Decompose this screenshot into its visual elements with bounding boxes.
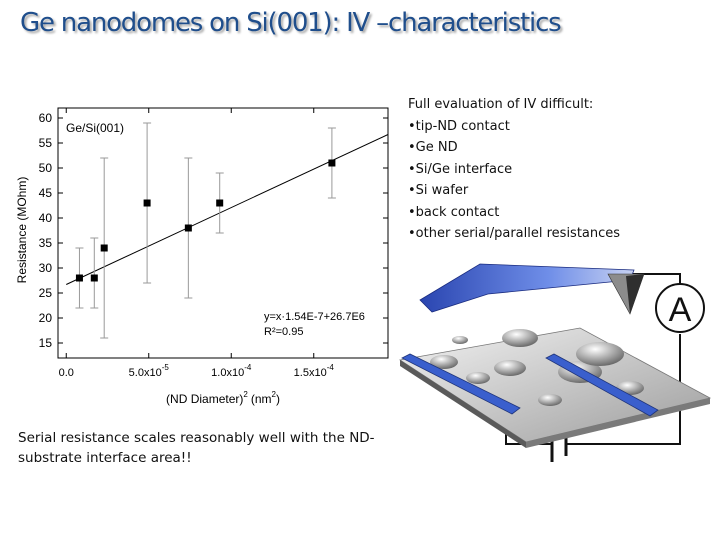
x-axis-label-exp: 2 (243, 390, 248, 399)
y-tick-label: 30 (39, 261, 53, 275)
y-tick-label: 25 (39, 286, 53, 300)
notes-item: •tip-ND contact (408, 118, 510, 134)
y-tick-label: 20 (39, 311, 53, 325)
caption: Serial resistance scales reasonably well… (18, 430, 375, 466)
x-axis-label-close: ) (276, 392, 280, 406)
notes-heading: Full evaluation of IV difficult: (408, 97, 594, 112)
notes-item: •back contact (408, 204, 500, 220)
y-tick-label: 55 (39, 136, 53, 150)
notes-item: •Si/Ge interface (408, 161, 513, 177)
fit-r2: R²=0.95 (264, 326, 303, 338)
afm-tip-icon (419, 263, 645, 315)
right-contact-bar (545, 353, 659, 417)
x-axis-label-unit: (nm (251, 392, 272, 406)
x-tick-label: 1.5x10-4 (294, 363, 335, 379)
x-axis-label-unit-exp: 2 (272, 390, 277, 399)
x-tick-label: 1.0x10-4 (211, 363, 252, 379)
data-point (216, 199, 224, 207)
data-markers (75, 159, 336, 282)
ammeter-icon: A (655, 283, 705, 333)
sample-label: Ge/Si(001) (66, 121, 124, 135)
x-axis-label: (ND Diameter)2 (nm2) (166, 390, 280, 406)
notes-list: Full evaluation of IV difficult: •tip-ND… (408, 94, 620, 245)
notes-item: •Si wafer (408, 183, 469, 198)
x-tick-label: 0.0 (59, 367, 74, 379)
measurement-setup-illustration: A (398, 263, 712, 462)
data-point (100, 244, 108, 252)
data-point (90, 274, 98, 282)
data-point (143, 199, 151, 207)
y-tick-label: 15 (39, 336, 53, 350)
ammeter-label: A (669, 291, 692, 329)
y-axis-label: Resistance (MOhm) (15, 177, 29, 284)
y-tick-label: 40 (39, 211, 53, 225)
left-contact-bar (401, 353, 521, 415)
x-ticks: 0.0 5.0x10-5 1.0x10-4 1.5x10-4 (59, 108, 335, 379)
plot-frame (57, 107, 389, 359)
slide-title: Ge nanodomes on Si(001): IV –characteris… (20, 8, 562, 38)
x-tick-label: 5.0x10-5 (129, 363, 170, 379)
fit-line (66, 134, 389, 285)
y-ticks: 15 20 25 30 35 40 45 50 55 60 (39, 111, 388, 350)
y-tick-label: 50 (39, 161, 53, 175)
x-axis-label-main: (ND Diameter) (166, 392, 243, 406)
data-point (328, 159, 336, 167)
error-bars (75, 122, 336, 339)
data-point (184, 224, 192, 232)
notes-item: •other serial/parallel resistances (408, 226, 621, 241)
fit-equation: y=x·1.54E-7+26.7E6 (264, 311, 365, 323)
y-tick-label: 35 (39, 236, 53, 250)
y-tick-label: 45 (39, 186, 53, 200)
data-point (75, 274, 83, 282)
y-tick-label: 60 (39, 111, 53, 125)
notes-item: •Ge ND (408, 140, 458, 155)
resistance-chart: 15 20 25 30 35 40 45 50 55 60 0.0 5.0x10-5 1.0x10-4… (15, 107, 389, 406)
nanodome-surface (398, 327, 712, 448)
